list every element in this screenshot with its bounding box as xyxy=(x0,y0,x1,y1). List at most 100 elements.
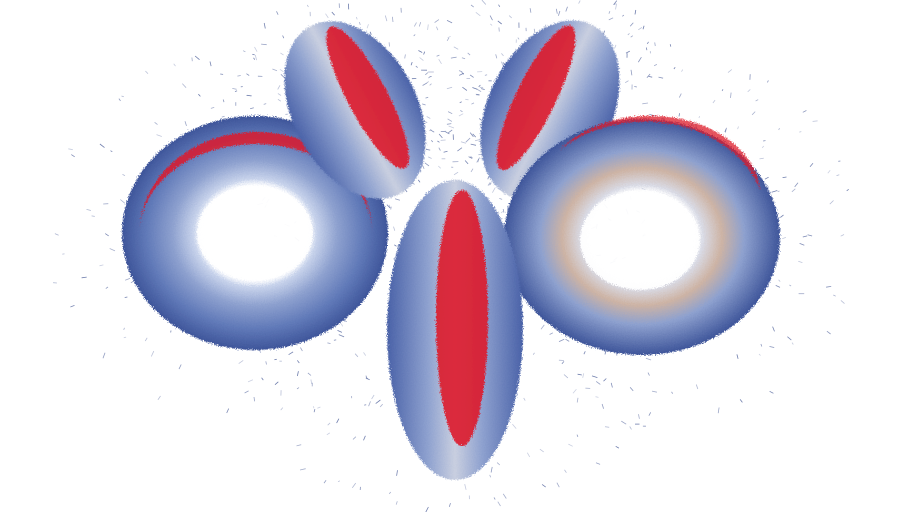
field-vector xyxy=(487,182,491,186)
field-vector xyxy=(526,452,531,458)
field-vector xyxy=(489,474,492,478)
field-vector xyxy=(109,248,116,252)
field-vector xyxy=(634,9,637,15)
field-vector xyxy=(576,397,579,403)
field-vector xyxy=(150,350,155,357)
field-vector xyxy=(610,382,613,388)
field-vector xyxy=(613,0,618,6)
field-vector xyxy=(375,399,381,404)
field-vector xyxy=(758,353,761,356)
field-vector xyxy=(840,300,845,304)
field-vector xyxy=(365,377,370,381)
field-vector xyxy=(802,235,808,238)
field-vector xyxy=(826,286,832,288)
field-vector xyxy=(425,148,431,151)
field-vector xyxy=(438,147,441,151)
field-vector xyxy=(418,50,423,53)
field-vector xyxy=(296,360,300,364)
field-vector xyxy=(658,76,664,79)
field-vector xyxy=(669,44,672,47)
field-vector xyxy=(446,20,453,24)
field-vector xyxy=(645,47,648,51)
field-vector xyxy=(727,69,733,73)
field-vector xyxy=(829,200,834,205)
field-vector xyxy=(595,396,599,398)
field-vector xyxy=(678,113,680,117)
field-vector xyxy=(614,44,617,49)
field-vector xyxy=(568,443,573,447)
field-vector xyxy=(777,190,780,192)
field-vector xyxy=(392,16,394,23)
field-vector xyxy=(263,22,266,29)
field-vector xyxy=(118,98,121,102)
field-vector xyxy=(629,387,634,392)
field-vector xyxy=(70,305,75,308)
field-vector xyxy=(458,70,463,73)
field-vector xyxy=(794,182,799,188)
field-vector xyxy=(470,143,477,146)
field-vector xyxy=(280,52,284,56)
field-vector xyxy=(501,61,505,68)
field-vector xyxy=(799,243,805,246)
field-vector xyxy=(246,95,252,97)
field-vector xyxy=(91,215,95,217)
field-vector xyxy=(307,372,312,376)
field-vector xyxy=(638,414,640,419)
field-vector xyxy=(104,233,109,237)
field-vector xyxy=(647,372,650,376)
field-vector xyxy=(246,94,252,97)
field-vector xyxy=(496,462,501,466)
field-vector xyxy=(595,381,601,385)
field-vector xyxy=(471,102,475,105)
field-vector xyxy=(194,55,200,61)
field-vector xyxy=(446,123,452,125)
field-vector xyxy=(156,134,162,137)
field-vector xyxy=(698,115,701,119)
field-vector xyxy=(470,155,473,159)
field-vector xyxy=(638,27,643,31)
field-vector xyxy=(769,346,775,348)
field-vector xyxy=(384,15,388,22)
field-vector xyxy=(637,56,642,63)
field-vector xyxy=(840,234,845,237)
field-vector xyxy=(563,374,569,379)
field-vector xyxy=(453,171,459,176)
field-vector xyxy=(428,128,432,132)
field-vector xyxy=(789,284,792,287)
field-vector xyxy=(390,206,392,210)
field-vector xyxy=(396,470,398,476)
field-vector xyxy=(331,11,335,16)
field-vector xyxy=(436,54,440,57)
field-vector xyxy=(501,53,504,57)
field-vector xyxy=(725,129,727,133)
field-vector xyxy=(462,86,468,91)
field-vector xyxy=(438,165,441,169)
field-vector xyxy=(461,71,465,75)
field-vector xyxy=(476,157,480,163)
field-vector xyxy=(434,19,440,23)
field-vector xyxy=(760,343,763,347)
center-torus-edge-on xyxy=(387,180,523,480)
field-vector xyxy=(565,6,568,12)
field-vector xyxy=(244,390,249,394)
field-vector xyxy=(481,0,487,5)
field-vector xyxy=(799,131,802,133)
field-vector xyxy=(472,87,478,90)
field-vector xyxy=(210,107,215,109)
field-vector xyxy=(625,50,630,54)
field-vector xyxy=(438,58,442,65)
field-vector xyxy=(288,351,294,356)
field-vector xyxy=(337,330,343,333)
field-vector xyxy=(747,89,751,93)
field-vector xyxy=(459,101,462,104)
field-vector xyxy=(446,37,450,42)
field-vector xyxy=(317,406,321,409)
field-vector xyxy=(539,448,544,453)
field-vector xyxy=(737,126,739,130)
field-vector xyxy=(424,120,428,123)
field-vector xyxy=(739,399,743,403)
field-vector xyxy=(608,11,611,14)
field-vector xyxy=(802,110,807,113)
field-vector xyxy=(603,378,607,382)
field-vector xyxy=(769,390,774,394)
